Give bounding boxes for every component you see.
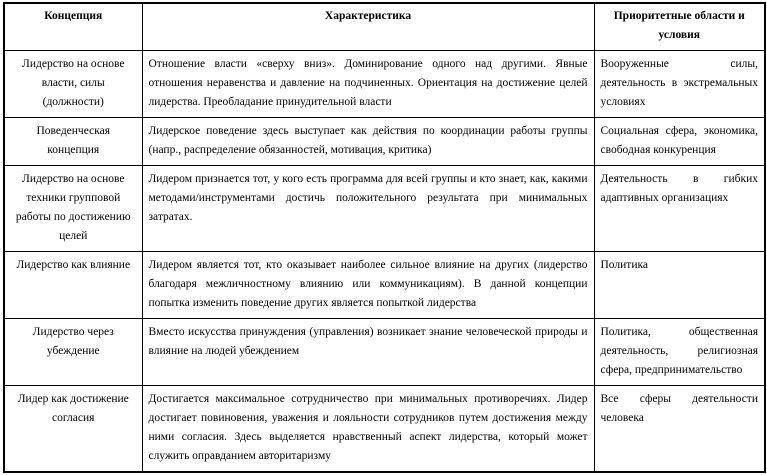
leadership-concepts-table: Концепция Характеристика Приоритетные об… — [3, 2, 766, 473]
priority-cell: Вооруженные силы, деятельность в экстрем… — [593, 50, 766, 118]
table-row: Поведенческая концепция Лидерское поведе… — [3, 117, 766, 166]
concept-cell: Поведенческая концепция — [3, 117, 143, 166]
characteristic-cell: Лидерское поведение здесь выступает как … — [141, 117, 595, 166]
table-row: Лидерство на основе техники групповой ра… — [3, 165, 766, 252]
priority-cell: Социальная сфера, экономика, свободная к… — [593, 117, 766, 166]
priority-cell: Политика, общественная деятельность, рел… — [593, 318, 766, 386]
header-row: Концепция Характеристика Приоритетные об… — [3, 2, 766, 51]
characteristic-cell: Достигается максимальное сотрудничество … — [141, 385, 595, 473]
concept-cell: Лидерство на основе техники групповой ра… — [3, 165, 143, 252]
priority-cell: Политика — [593, 251, 766, 319]
table-row: Лидерство на основе власти, силы (должно… — [3, 50, 766, 118]
header-characteristic: Характеристика — [141, 2, 595, 51]
characteristic-cell: Лидером является тот, кто оказывает наиб… — [141, 251, 595, 319]
concept-cell: Лидерство как влияние — [3, 251, 143, 319]
header-priority: Приоритетные области и условия — [593, 2, 766, 51]
table-row: Лидер как достижение согласия Достигаетс… — [3, 385, 766, 473]
table-row: Лидерство как влияние Лидером является т… — [3, 251, 766, 319]
priority-cell: Все сферы деятельности человека — [593, 385, 766, 473]
concept-cell: Лидерство на основе власти, силы (должно… — [3, 50, 143, 118]
characteristic-cell: Вместо искусства принуждения (управления… — [141, 318, 595, 386]
header-concept: Концепция — [3, 2, 143, 51]
concept-cell: Лидер как достижение согласия — [3, 385, 143, 473]
characteristic-cell: Лидером признается тот, у кого есть прог… — [141, 165, 595, 252]
priority-cell: Деятельность в гибких адаптивных организ… — [593, 165, 766, 252]
table-row: Лидерство через убеждение Вместо искусст… — [3, 318, 766, 386]
concept-cell: Лидерство через убеждение — [3, 318, 143, 386]
characteristic-cell: Отношение власти «сверху вниз». Доминиро… — [141, 50, 595, 118]
